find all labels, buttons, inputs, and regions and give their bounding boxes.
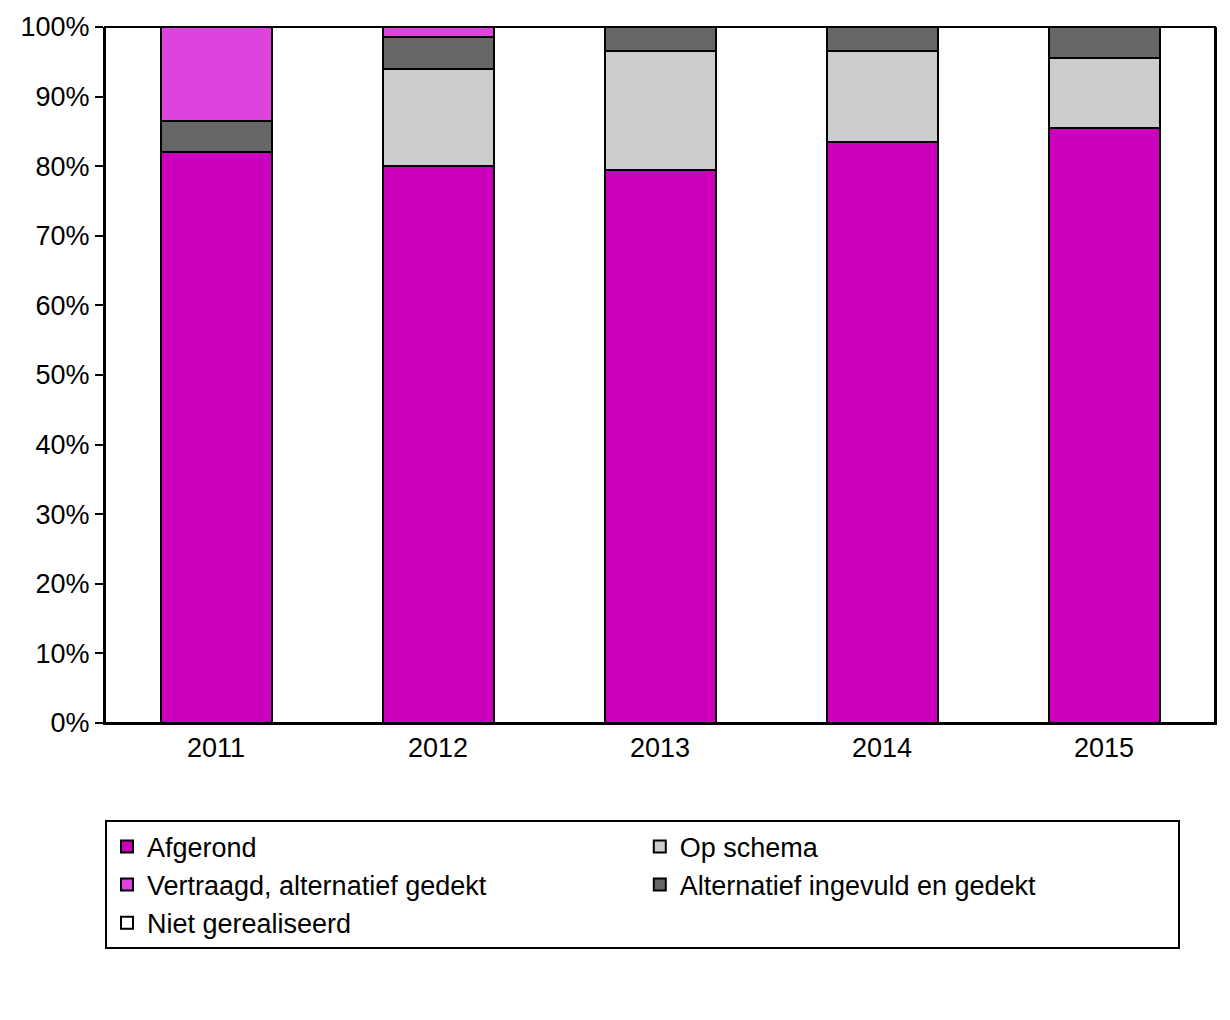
svg-text:2015: 2015 <box>1074 733 1134 763</box>
svg-text:50%: 50% <box>36 360 90 390</box>
svg-text:40%: 40% <box>36 430 90 460</box>
svg-text:20%: 20% <box>36 569 90 599</box>
svg-text:80%: 80% <box>36 152 90 182</box>
svg-text:Vertraagd, alternatief gedekt: Vertraagd, alternatief gedekt <box>147 871 487 901</box>
svg-text:Alternatief ingevuld en gedekt: Alternatief ingevuld en gedekt <box>680 871 1036 901</box>
svg-text:60%: 60% <box>36 291 90 321</box>
svg-text:Afgerond: Afgerond <box>147 833 257 863</box>
svg-text:0%: 0% <box>51 708 90 738</box>
svg-text:Op schema: Op schema <box>680 833 819 863</box>
svg-text:2012: 2012 <box>408 733 468 763</box>
svg-text:10%: 10% <box>36 639 90 669</box>
svg-text:2011: 2011 <box>187 733 245 763</box>
svg-text:30%: 30% <box>36 500 90 530</box>
svg-text:90%: 90% <box>36 82 90 112</box>
svg-text:2014: 2014 <box>852 733 912 763</box>
svg-text:2013: 2013 <box>630 733 690 763</box>
svg-text:Niet gerealiseerd: Niet gerealiseerd <box>147 909 351 939</box>
svg-text:70%: 70% <box>36 221 90 251</box>
svg-text:100%: 100% <box>21 12 90 42</box>
